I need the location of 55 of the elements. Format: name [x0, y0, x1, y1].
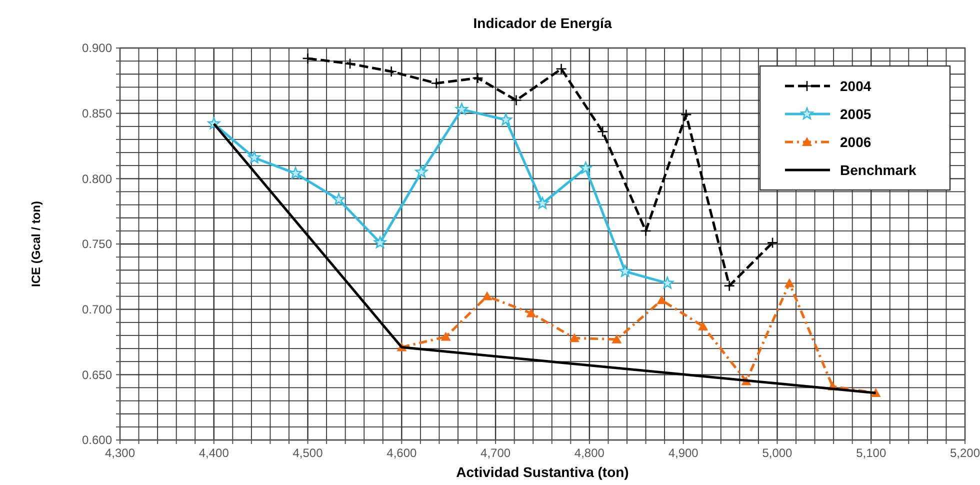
legend-label: 2004 [840, 78, 872, 94]
y-tick-label: 0.750 [82, 237, 112, 252]
point [766, 237, 778, 248]
y-tick-label: 0.600 [82, 433, 112, 448]
point [569, 333, 580, 342]
point [724, 280, 735, 292]
point [500, 113, 512, 126]
legend-label: 2005 [840, 106, 872, 122]
point [618, 264, 632, 277]
y-tick-label: 0.850 [82, 106, 112, 121]
y-tick-label: 0.650 [82, 368, 112, 382]
point [248, 151, 261, 164]
x-axis-title: Actividad Sustantiva (ton) [456, 464, 629, 480]
x-tick-label: 4,800 [574, 446, 605, 460]
point [415, 166, 428, 178]
point [536, 196, 549, 209]
point [344, 58, 356, 70]
x-tick-label: 5,000 [762, 446, 793, 460]
point [556, 63, 567, 75]
point [526, 308, 536, 318]
point [302, 52, 314, 64]
point [386, 66, 397, 78]
point [510, 94, 522, 106]
x-tick-label: 4,500 [292, 446, 324, 460]
point [640, 225, 652, 237]
x-tick-label: 5,200 [950, 446, 980, 460]
point [332, 192, 346, 206]
x-tick-label: 4,700 [480, 446, 511, 460]
point [455, 102, 468, 115]
point [656, 295, 667, 304]
point [661, 276, 674, 289]
point [482, 291, 492, 300]
legend-label: 2006 [840, 134, 872, 150]
point [596, 126, 608, 138]
x-tick-label: 5,100 [856, 446, 886, 460]
x-tick-label: 4,400 [198, 446, 230, 460]
point [579, 162, 592, 174]
legend-label: Benchmark [840, 162, 916, 178]
point [698, 321, 708, 330]
point [289, 166, 302, 179]
point [430, 78, 442, 89]
x-tick-label: 4,600 [386, 446, 418, 460]
point [784, 278, 794, 288]
chart-title: Indicador de Energía [473, 15, 612, 31]
y-axis-title: ICE (Gcal / ton) [29, 200, 43, 288]
y-tick-label: 0.900 [82, 41, 112, 56]
point [440, 332, 451, 341]
y-tick-label: 0.800 [82, 172, 112, 186]
point [612, 334, 622, 344]
x-tick-label: 4,300 [104, 446, 136, 460]
y-tick-label: 0.700 [82, 302, 112, 317]
x-tick-label: 4,900 [668, 446, 699, 460]
point [680, 108, 692, 120]
point [472, 72, 484, 84]
point [374, 236, 386, 248]
